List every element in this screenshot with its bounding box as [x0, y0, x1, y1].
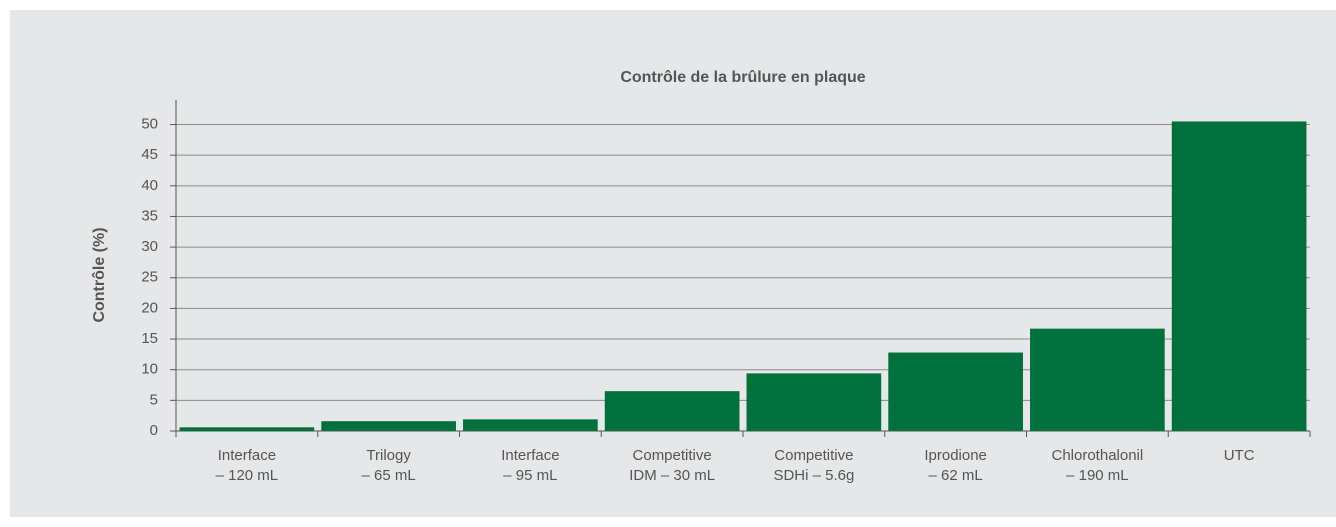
x-tick-label: Iprodione	[924, 447, 987, 464]
bar	[888, 352, 1023, 431]
x-tick-label: – 65 mL	[362, 467, 416, 484]
x-tick-label: Competitive	[633, 447, 712, 464]
x-tick-label: – 190 mL	[1066, 467, 1129, 484]
x-tick-label: – 62 mL	[929, 467, 983, 484]
x-tick-label: Trilogy	[366, 447, 411, 464]
y-tick-label: 25	[141, 269, 158, 286]
bar	[463, 419, 598, 431]
bar	[179, 427, 315, 431]
y-tick-label: 40	[141, 177, 158, 194]
bar	[746, 373, 882, 431]
x-tick-label: IDM – 30 mL	[629, 467, 715, 484]
y-tick-label: 10	[141, 361, 158, 378]
bar	[604, 391, 740, 431]
bar	[1171, 121, 1307, 431]
panel	[10, 10, 1336, 517]
y-tick-label: 50	[141, 115, 158, 132]
y-tick-label: 35	[141, 207, 158, 224]
y-tick-label: 45	[141, 146, 158, 163]
x-tick-label: – 120 mL	[216, 467, 279, 484]
x-tick-label: Chlorothalonil	[1052, 447, 1144, 464]
x-tick-label: Competitive	[774, 447, 853, 464]
x-tick-label: Interface	[501, 447, 559, 464]
y-axis-label: Contrôle (%)	[91, 227, 108, 322]
y-tick-label: 0	[150, 422, 158, 439]
y-tick-label: 20	[141, 299, 158, 316]
x-tick-label: – 95 mL	[503, 467, 557, 484]
y-tick-label: 5	[150, 391, 158, 408]
y-tick-label: 30	[141, 238, 158, 255]
bar	[1030, 328, 1165, 431]
x-tick-label: Interface	[218, 447, 276, 464]
y-tick-label: 15	[141, 330, 158, 347]
chart-title: Contrôle de la brûlure en plaque	[620, 69, 865, 86]
x-tick-label: SDHi – 5.6g	[773, 467, 854, 484]
x-tick-label: UTC	[1224, 447, 1255, 464]
bar	[321, 421, 456, 431]
